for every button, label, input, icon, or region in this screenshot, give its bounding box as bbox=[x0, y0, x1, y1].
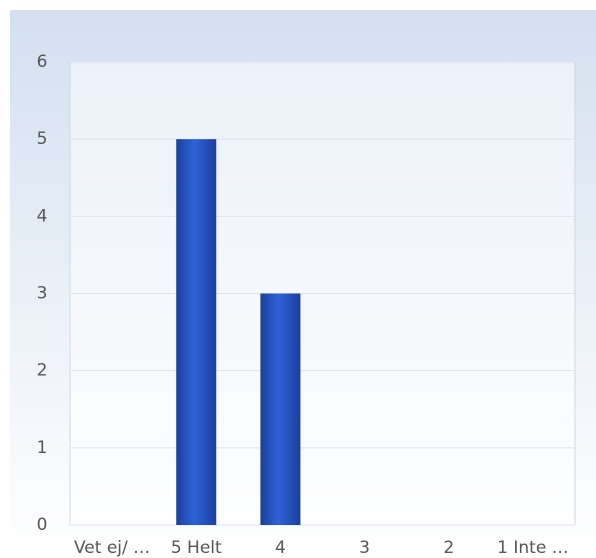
y-tick-label: 3 bbox=[37, 284, 48, 304]
y-tick-label: 1 bbox=[37, 438, 48, 458]
y-tick-label: 4 bbox=[37, 206, 48, 226]
x-tick-label: 1 Inte … bbox=[497, 538, 569, 558]
x-tick-label: 4 bbox=[275, 538, 286, 558]
bar bbox=[176, 139, 217, 525]
bar bbox=[260, 293, 301, 525]
y-tick-label: 6 bbox=[37, 52, 48, 72]
x-tick-label: 5 Helt bbox=[171, 538, 222, 558]
x-tick-label: 3 bbox=[359, 538, 370, 558]
y-tick-label: 0 bbox=[37, 515, 48, 535]
y-tick-label: 2 bbox=[37, 361, 48, 381]
x-tick-label: 2 bbox=[443, 538, 454, 558]
x-tick-label: Vet ej/ … bbox=[74, 538, 150, 558]
y-tick-label: 5 bbox=[37, 129, 48, 149]
